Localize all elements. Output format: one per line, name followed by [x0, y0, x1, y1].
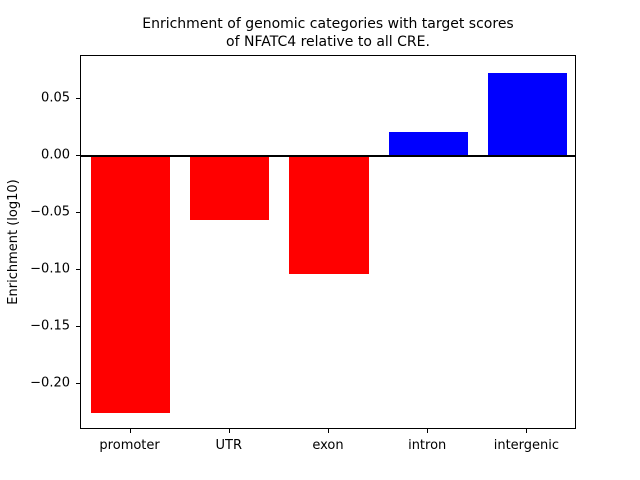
x-tick-label-promoter: promoter — [99, 438, 160, 453]
y-axis-tick — [76, 383, 80, 385]
bar-UTR — [190, 156, 270, 221]
y-axis-tick — [76, 269, 80, 271]
x-axis-tick — [526, 429, 528, 433]
x-axis-tick — [228, 429, 230, 433]
x-tick-label-intron: intron — [408, 438, 447, 453]
y-axis-tick — [76, 155, 80, 157]
plot-area — [80, 55, 576, 429]
y-tick-label: −0.20 — [30, 375, 70, 391]
y-tick-label: 0.05 — [41, 90, 70, 106]
x-axis-tick — [129, 429, 131, 433]
y-tick-label: 0.00 — [41, 147, 70, 163]
y-axis-tick — [76, 98, 80, 100]
x-axis-tick — [328, 429, 329, 433]
y-tick-label: −0.10 — [30, 261, 70, 277]
bar-exon — [289, 156, 369, 274]
y-axis-tick — [76, 326, 80, 328]
bar-intergenic — [487, 73, 568, 157]
chart-title: Enrichment of genomic categories with ta… — [80, 16, 576, 51]
y-tick-label: −0.15 — [30, 318, 70, 334]
y-tick-label: −0.05 — [30, 204, 70, 220]
bar-promoter — [90, 156, 171, 413]
plot-wrapper: promoter UTR exon intron intergenic 0.05 0.00 −… — [30, 55, 576, 453]
x-tick-label-exon: exon — [312, 438, 344, 453]
chart-title-line2: of NFATC4 relative to all CRE. — [226, 33, 430, 50]
y-axis-tick — [76, 212, 80, 214]
bar-intron — [388, 132, 468, 157]
chart-title-line1: Enrichment of genomic categories with ta… — [142, 16, 514, 32]
y-axis-label: Enrichment (log10) — [6, 179, 21, 305]
x-axis-tick — [427, 429, 429, 433]
x-tick-label-intergenic: intergenic — [493, 438, 560, 453]
zero-line — [81, 155, 575, 158]
x-tick-label-UTR: UTR — [215, 438, 243, 453]
